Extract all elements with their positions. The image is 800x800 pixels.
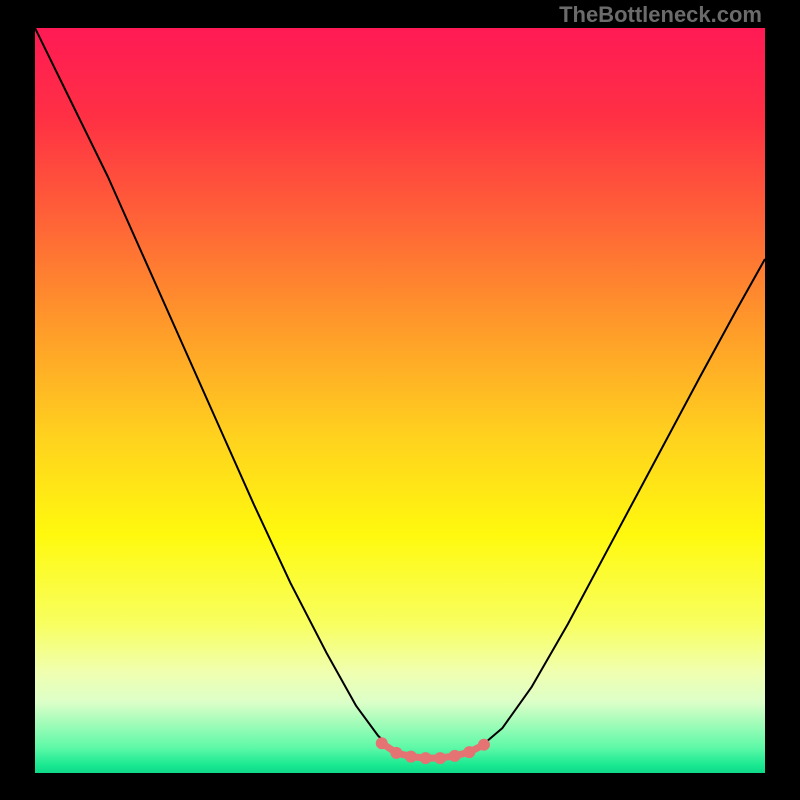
trough-dot [434,752,446,764]
chart-root: TheBottleneck.com [0,0,800,800]
trough-dot [463,746,475,758]
trough-dot [376,737,388,749]
trough-dot [390,747,402,759]
watermark-text: TheBottleneck.com [559,2,762,28]
trough-dot [420,752,432,764]
trough-dot [478,739,490,751]
curve-layer [35,28,765,773]
plot-area [35,28,765,773]
trough-dot [405,751,417,763]
trough-dot [449,750,461,762]
v-curve-line [35,28,765,758]
